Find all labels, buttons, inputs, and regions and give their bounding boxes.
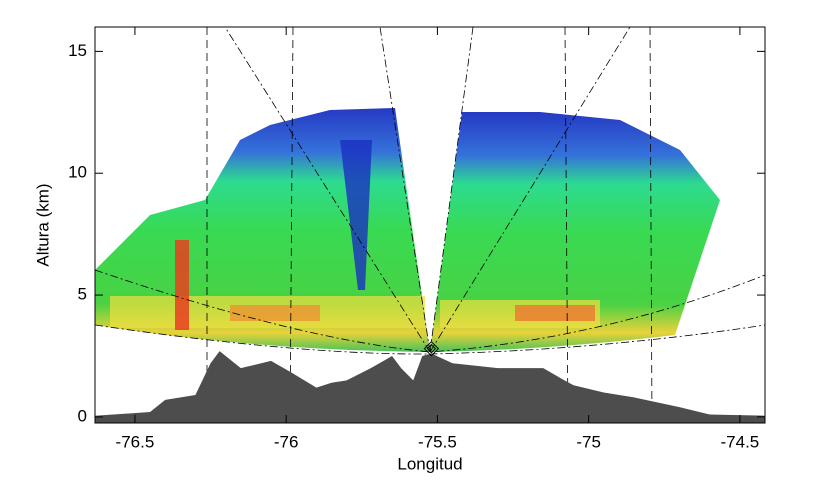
x-tick-label: -75 [576,432,601,451]
x-axis-label: Longitud [397,454,462,473]
x-tick-label: -74.5 [721,432,760,451]
y-tick-label: 5 [78,285,87,304]
y-tick-label: 15 [68,41,87,60]
x-tick-label: -76 [274,432,299,451]
terrain [95,351,765,423]
radar-site [423,340,440,357]
y-tick-label: 0 [78,406,87,425]
y-tick-label: 10 [68,163,87,182]
plot-frame [94,26,766,424]
radar-echo [95,108,720,352]
x-tick-label: -75.5 [418,432,457,451]
y-axis-label: Altura (km) [33,183,52,266]
x-tick-label: -76.5 [116,432,155,451]
